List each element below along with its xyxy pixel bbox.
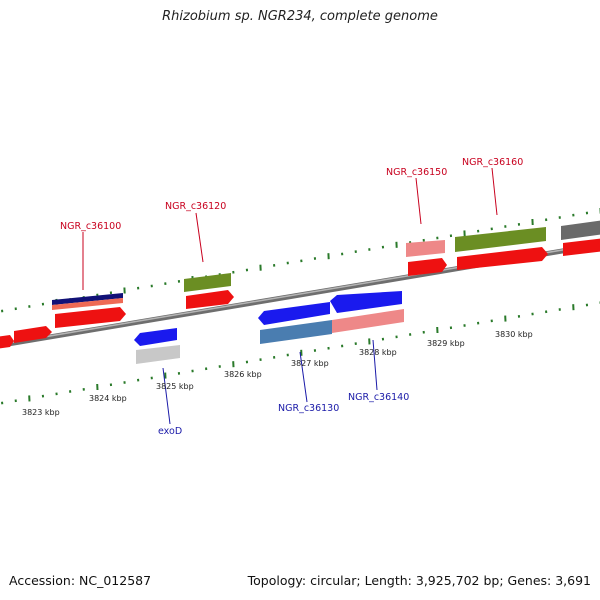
leader-ngr-c36160 (491, 167, 498, 216)
label-ngr-c36150: NGR_c36150 (386, 167, 447, 178)
lower-tick-track (1, 301, 600, 405)
leader-ngr-c36120 (195, 212, 204, 263)
gene-ngr-c36120[interactable] (184, 273, 234, 309)
gene-right-grey[interactable] (561, 220, 600, 240)
leader-exod (162, 367, 171, 425)
leader-ngr-c36130 (299, 351, 308, 403)
kbp-label-3828: 3828 kbp (359, 348, 397, 357)
kbp-label-3827: 3827 kbp (291, 359, 329, 368)
accession-text: Accession: NC_012587 (9, 573, 152, 588)
gene-ngr-c36160[interactable] (455, 227, 548, 270)
label-ngr-c36130: NGR_c36130 (278, 403, 339, 414)
label-ngr-c36120: NGR_c36120 (165, 201, 226, 212)
leader-ngr-c36150 (415, 177, 422, 225)
label-exod: exoD (158, 426, 182, 437)
upper-tick-track (1, 207, 600, 313)
kbp-label-3829: 3829 kbp (427, 339, 465, 348)
kbp-label-3826: 3826 kbp (224, 370, 262, 379)
gene-ngr-c36140[interactable] (330, 291, 404, 333)
kbp-label-3824: 3824 kbp (89, 394, 127, 403)
gene-ngr-c36150[interactable] (406, 240, 447, 276)
gene-exod[interactable] (134, 328, 180, 364)
gene-block-left-red-1[interactable] (0, 335, 14, 349)
kbp-label-3830: 3830 kbp (495, 330, 533, 339)
label-ngr-c36140: NGR_c36140 (348, 392, 409, 403)
genome-title: Rhizobium sp. NGR234, complete genome (162, 9, 438, 24)
gene-right-red[interactable] (563, 238, 600, 256)
label-ngr-c36100: NGR_c36100 (60, 221, 121, 232)
kbp-label-3825: 3825 kbp (156, 382, 194, 391)
genome-summary-text: Topology: circular; Length: 3,925,702 bp… (247, 573, 591, 588)
gene-ngr-c36130[interactable] (258, 302, 332, 344)
kbp-label-3823: 3823 kbp (22, 408, 60, 417)
gene-block-left-red-2[interactable] (14, 326, 52, 343)
leader-ngr-c36140 (372, 339, 378, 391)
label-ngr-c36160: NGR_c36160 (462, 157, 523, 168)
gene-ngr-c36100[interactable] (52, 293, 126, 328)
